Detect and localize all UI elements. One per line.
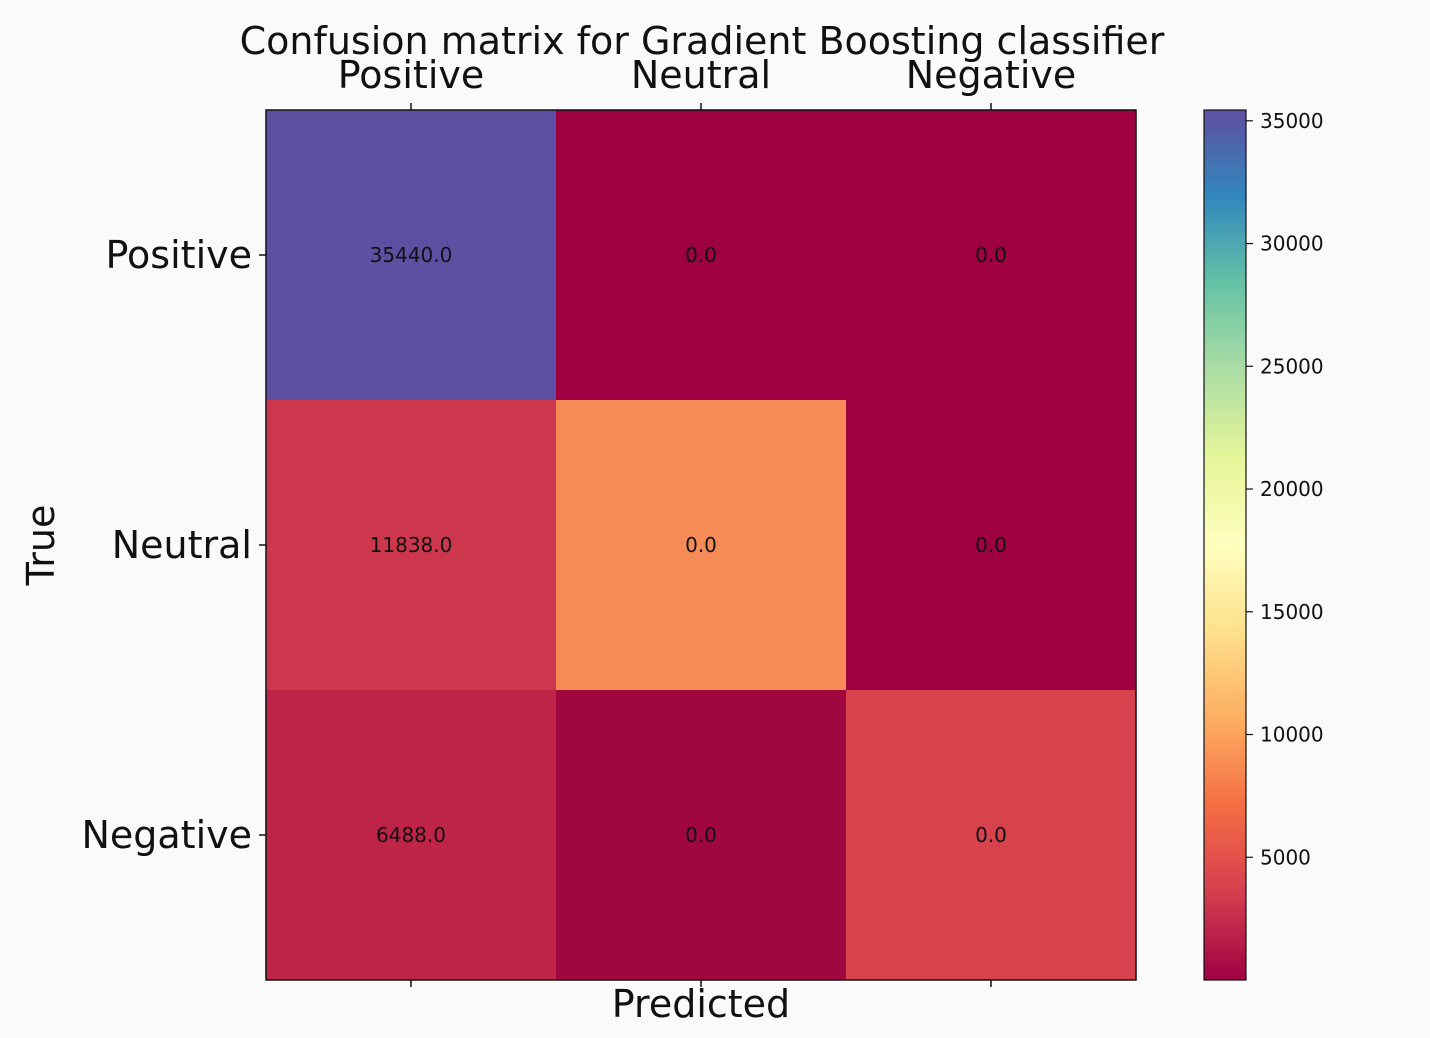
cell-r0-c2 <box>846 110 1136 400</box>
y-tick-label-2: Negative <box>81 813 252 857</box>
cell-r1-c2 <box>846 400 1136 690</box>
axis-tick-marks <box>259 103 992 987</box>
colorbar-tick-label-3: 20000 <box>1260 477 1324 501</box>
colorbar-tick-label-1: 10000 <box>1260 723 1324 747</box>
colorbar-tick-label-6: 35000 <box>1260 109 1324 133</box>
y-tick-label-1: Neutral <box>112 523 252 567</box>
colorbar-tick-label-2: 15000 <box>1260 600 1324 624</box>
cell-label-r1-c2: 0.0 <box>975 533 1007 557</box>
x-tick-label-1: Neutral <box>631 53 771 97</box>
cell-r1-c0 <box>266 400 556 690</box>
cell-label-r0-c1: 0.0 <box>685 243 717 267</box>
chart-title: Confusion matrix for Gradient Boosting c… <box>240 19 1165 63</box>
cell-r0-c0 <box>266 110 556 400</box>
cell-value-labels: 35440.0 0.0 0.0 11838.0 0.0 0.0 6488.0 0.0 0.0 <box>370 243 1007 847</box>
cell-r0-c1 <box>556 110 846 400</box>
cell-r2-c1 <box>556 690 846 980</box>
colorbar-tick-label-4: 25000 <box>1260 354 1324 378</box>
y-tick-labels: Positive Neutral Negative <box>81 233 252 857</box>
cell-label-r2-c2: 0.0 <box>975 823 1007 847</box>
colorbar-tick-label-5: 30000 <box>1260 232 1324 256</box>
y-tick-label-0: Positive <box>106 233 253 277</box>
cell-r2-c2 <box>846 690 1136 980</box>
y-axis-label: True <box>19 505 63 587</box>
cell-label-r1-c0: 11838.0 <box>370 533 453 557</box>
cell-label-r2-c1: 0.0 <box>685 823 717 847</box>
x-axis-label: Predicted <box>612 982 790 1026</box>
cell-label-r2-c0: 6488.0 <box>376 823 446 847</box>
cell-label-r1-c1: 0.0 <box>685 533 717 557</box>
cell-label-r0-c2: 0.0 <box>975 243 1007 267</box>
matrix-cells <box>266 110 1136 980</box>
x-tick-labels: Positive Neutral Negative <box>338 53 1077 97</box>
cell-r1-c1 <box>556 400 846 690</box>
colorbar-ticks: 5000 10000 15000 20000 25000 30000 35000 <box>1246 109 1324 869</box>
colorbar-tick-label-0: 5000 <box>1260 845 1311 869</box>
colorbar <box>1203 109 1247 981</box>
x-tick-label-2: Negative <box>906 53 1077 97</box>
cell-r2-c0 <box>266 690 556 980</box>
x-tick-label-0: Positive <box>338 53 485 97</box>
cell-label-r0-c0: 35440.0 <box>370 243 453 267</box>
